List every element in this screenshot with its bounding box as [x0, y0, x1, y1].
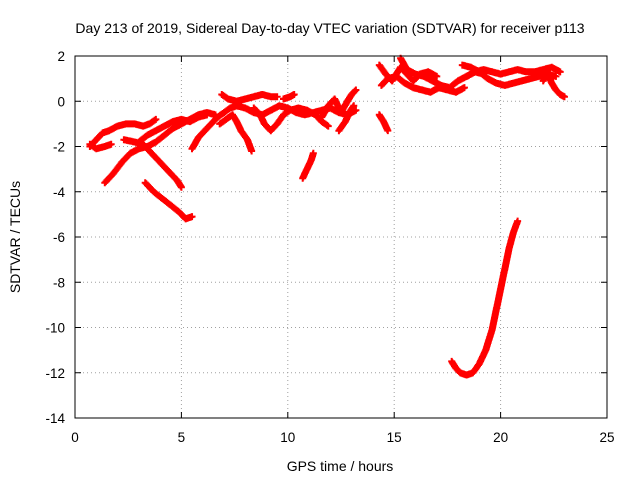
data-marker-track — [539, 68, 568, 101]
data-marker-track — [141, 179, 196, 223]
y-tick-label: -6 — [53, 230, 65, 245]
x-tick-label: 10 — [280, 430, 295, 445]
data-marker-track — [86, 140, 115, 153]
y-tick-label: -14 — [45, 411, 65, 426]
data-marker-track — [318, 86, 360, 121]
series-track-6 — [135, 111, 211, 146]
data-marker-track — [299, 149, 317, 182]
y-tick-label: 0 — [57, 94, 65, 109]
x-tick-label: 20 — [493, 430, 508, 445]
axis-ticks: 0 5 10 15 20 25 -14 -12 -10 -8 -6 -4 -2 0 2 — [45, 49, 614, 445]
y-axis-label: SDTVAR / TECUs — [7, 181, 23, 293]
data-marker-track — [463, 63, 564, 80]
chart-title: Day 213 of 2019, Sidereal Day-to-day VTE… — [75, 20, 584, 36]
series-track-15 — [375, 111, 392, 135]
y-tick-label: -4 — [53, 185, 65, 200]
data-marker-track — [448, 217, 522, 379]
data-markers — [86, 54, 568, 379]
x-tick-label: 25 — [599, 430, 614, 445]
series-track-10 — [250, 104, 332, 135]
data-marker-track — [250, 104, 332, 135]
data-marker-track — [280, 90, 298, 103]
series-track-11 — [280, 90, 298, 103]
series-track-8 — [216, 111, 256, 155]
y-tick-label: 2 — [57, 49, 65, 64]
x-tick-label: 5 — [178, 430, 186, 445]
data-marker-track — [135, 111, 211, 146]
series-track-12 — [299, 149, 317, 182]
y-tick-label: -8 — [53, 275, 65, 290]
series-track-20 — [463, 63, 564, 80]
data-marker-track — [216, 111, 256, 155]
series-track-13 — [318, 86, 360, 121]
series-track-14 — [335, 102, 358, 135]
series-track-2 — [86, 140, 115, 153]
data-marker-track — [375, 111, 392, 135]
x-tick-label: 0 — [71, 430, 79, 445]
y-tick-label: -12 — [45, 366, 65, 381]
series-track-9 — [218, 91, 281, 105]
series-track-22 — [448, 217, 522, 379]
series-track-21 — [539, 68, 568, 101]
y-tick-label: -10 — [45, 321, 65, 336]
series-track-5 — [141, 179, 196, 223]
y-tick-label: -2 — [53, 140, 65, 155]
data-marker-track — [335, 102, 358, 135]
x-axis-label: GPS time / hours — [287, 458, 394, 474]
x-tick-label: 15 — [387, 430, 402, 445]
data-marker-track — [218, 91, 281, 105]
